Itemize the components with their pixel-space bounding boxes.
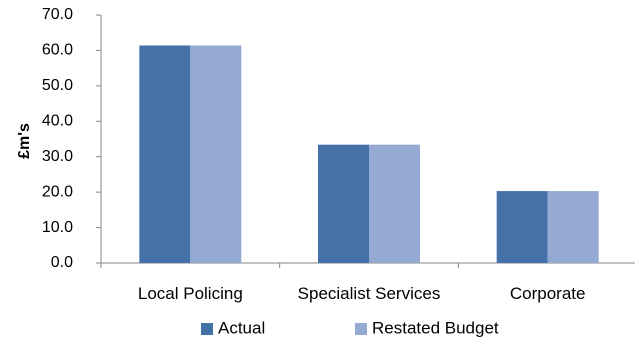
bar-restated-budget [547, 191, 599, 263]
y-tick-label: 0.0 [51, 254, 73, 271]
y-tick-label: 30.0 [42, 148, 73, 165]
y-axis: 0.0 10.0 20.0 30.0 40.0 50.0 60.0 70.0 [42, 6, 102, 271]
category-labels: Local Policing Specialist Services Corpora… [138, 284, 586, 303]
bar-actual [139, 45, 191, 264]
legend-label: Restated Budget [372, 318, 499, 337]
bar-actual [318, 144, 369, 263]
legend-label: Actual [218, 318, 265, 337]
y-tick-label: 60.0 [42, 42, 73, 59]
legend-swatch [355, 323, 367, 335]
bar-actual [496, 191, 548, 263]
x-category-label: Local Policing [138, 284, 243, 303]
x-category-label: Specialist Services [298, 284, 441, 303]
x-category-label: Corporate [510, 284, 586, 303]
legend-swatch [201, 323, 213, 335]
bar-restated-budget [190, 45, 242, 264]
y-tick-label: 20.0 [42, 183, 73, 200]
bars [139, 45, 599, 264]
y-tick-label: 70.0 [42, 6, 73, 23]
legend: Actual Restated Budget [201, 318, 499, 337]
y-tick-label: 10.0 [42, 219, 73, 236]
y-tick-label: 40.0 [42, 113, 73, 130]
bar-restated-budget [369, 144, 420, 263]
y-axis-title: £m's [16, 123, 33, 159]
y-tick-label: 50.0 [42, 77, 73, 94]
x-axis [100, 262, 635, 268]
